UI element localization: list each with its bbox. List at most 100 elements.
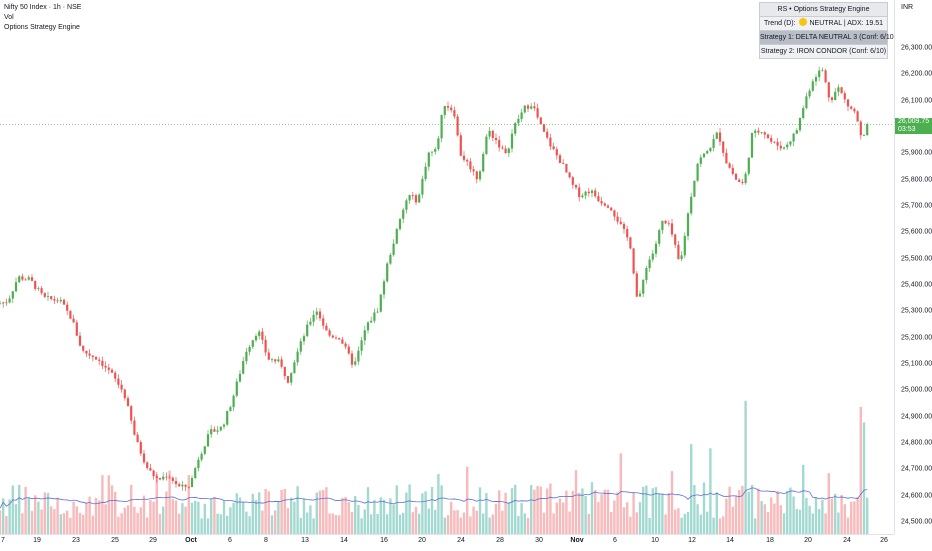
- candle-body: [5, 302, 8, 304]
- volume-bar: [245, 511, 248, 534]
- candle-body: [482, 154, 485, 172]
- volume-bar: [334, 514, 338, 534]
- volume-bar: [856, 496, 859, 534]
- candle-body: [744, 173, 747, 184]
- candle-body: [466, 159, 469, 162]
- volume-bar: [546, 488, 549, 534]
- volume-bar: [286, 507, 290, 534]
- volume-bar: [805, 498, 808, 534]
- candle-body: [757, 130, 760, 133]
- volume-bar: [120, 513, 123, 534]
- volume-bar: [149, 500, 152, 534]
- volume-bar: [267, 491, 270, 534]
- candle-body: [184, 484, 187, 487]
- volume-bar: [101, 475, 104, 534]
- candle-body: [168, 477, 171, 479]
- candle-body: [171, 477, 174, 481]
- volume-bar: [763, 504, 766, 534]
- volume-bar: [760, 501, 763, 534]
- candle-body: [318, 311, 322, 319]
- price-tick-label: 25,500.00: [901, 255, 932, 263]
- volume-bar: [536, 486, 539, 534]
- price-chart[interactable]: [0, 0, 894, 534]
- volume-bar: [507, 502, 510, 534]
- candle-body: [85, 350, 88, 354]
- volume-bar: [50, 506, 53, 534]
- price-tick-label: 25,000.00: [901, 386, 932, 394]
- volume-bar: [354, 496, 357, 534]
- volume-bar: [814, 497, 818, 534]
- volume-bar: [712, 517, 715, 534]
- time-tick-label: 20: [804, 537, 812, 544]
- candle-body: [546, 131, 549, 138]
- volume-bar: [344, 496, 347, 534]
- candle-body: [24, 279, 27, 281]
- candle-body: [453, 110, 456, 117]
- candle-body: [43, 293, 46, 297]
- volume-bar: [34, 495, 37, 534]
- volume-bar: [24, 486, 27, 534]
- price-tick-label: 24,900.00: [901, 413, 932, 421]
- candle-body: [437, 138, 440, 149]
- time-tick-label: 18: [766, 537, 774, 544]
- candle-body: [379, 294, 382, 312]
- volume-bar: [565, 490, 568, 534]
- candle-body: [82, 345, 85, 351]
- candle-body: [501, 147, 504, 149]
- candle-body: [66, 304, 69, 311]
- candle-body: [459, 135, 462, 156]
- time-tick-label: 20: [418, 537, 426, 544]
- volume-bar: [453, 510, 456, 534]
- volume-bar: [408, 484, 411, 534]
- volume-bar: [238, 497, 242, 534]
- chart-area[interactable]: Nifty 50 Index · 1h · NSE Vol Options St…: [0, 0, 896, 534]
- volume-bar: [146, 517, 149, 534]
- price-tick-label: 25,600.00: [901, 228, 932, 236]
- candle-body: [69, 310, 72, 319]
- volume-bar: [94, 498, 98, 534]
- candle-body: [584, 191, 587, 196]
- candle-body: [565, 163, 568, 173]
- volume-bar: [386, 514, 389, 534]
- candle-body: [162, 476, 165, 480]
- currency-label[interactable]: INR: [901, 4, 914, 11]
- volume-bar: [37, 501, 40, 534]
- volume-bar: [654, 487, 658, 534]
- candle-body: [715, 132, 718, 139]
- volume-bar: [472, 506, 475, 534]
- candle-body: [709, 148, 712, 152]
- candle-body: [456, 116, 459, 136]
- volume-bar: [597, 502, 600, 534]
- candle-body: [251, 340, 254, 347]
- price-tick-label: 25,300.00: [901, 307, 932, 315]
- volume-bar: [40, 509, 43, 534]
- volume-legend[interactable]: Vol: [4, 14, 14, 21]
- candle-body: [200, 453, 203, 460]
- volume-bar: [126, 505, 130, 534]
- candle-body: [568, 172, 571, 178]
- volume-bar: [738, 490, 741, 534]
- indicator-legend[interactable]: Options Strategy Engine: [4, 24, 80, 31]
- candle-body: [226, 411, 229, 425]
- volume-bar: [584, 495, 587, 534]
- candle-body: [440, 114, 443, 139]
- volume-bar: [843, 504, 846, 534]
- candle-body: [283, 366, 286, 377]
- symbol-title[interactable]: Nifty 50 Index · 1h · NSE: [4, 4, 82, 11]
- volume-bar: [363, 509, 366, 534]
- volume-bar: [603, 489, 606, 534]
- candle-body: [373, 312, 376, 321]
- volume-bar: [443, 517, 446, 534]
- volume-bar: [216, 513, 219, 534]
- candle-body: [738, 179, 741, 183]
- candle-body: [238, 373, 242, 382]
- volume-bar: [798, 509, 802, 534]
- volume-bar: [434, 509, 437, 534]
- time-axis[interactable]: 7 19 23 25 29 Oct 6 8 13 14 16 20 24 28 30 Nov 6 10 12 14 18…: [0, 534, 894, 551]
- volume-bar: [686, 511, 690, 534]
- price-scale[interactable]: INR 26,300.0026,200.0026,100.0026,000.00…: [894, 0, 932, 534]
- volume-bar: [642, 486, 645, 534]
- volume-bar: [802, 464, 805, 534]
- candle-body: [494, 137, 498, 141]
- volume-bar: [325, 487, 328, 534]
